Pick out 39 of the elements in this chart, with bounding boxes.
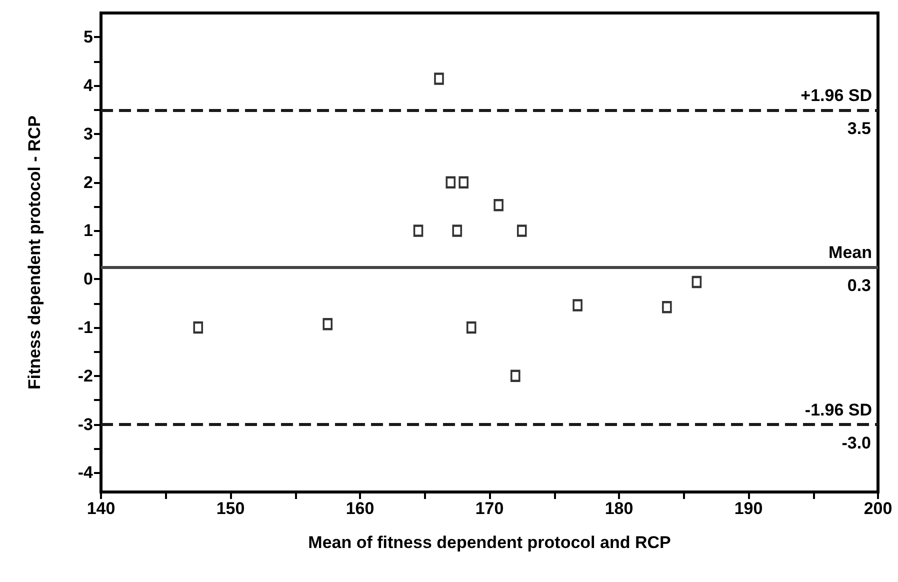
annotation: 3.5	[847, 118, 872, 138]
x-tick-label: 170	[475, 499, 504, 518]
point	[510, 370, 520, 382]
point	[413, 224, 424, 237]
x-tick-label: 180	[604, 499, 634, 518]
y-tick-label: -1	[78, 318, 93, 337]
x-axis-title: Mean of fitness dependent protocol and RCP	[308, 533, 671, 552]
annotation: -3.0	[842, 433, 872, 452]
point	[458, 176, 469, 188]
y-tick-label: -2	[78, 366, 93, 386]
point	[452, 224, 462, 237]
ref-line-label: -1.96 SD	[804, 400, 872, 420]
x-tick-label: 160	[346, 499, 374, 518]
point	[466, 321, 476, 334]
point	[434, 72, 444, 85]
point	[692, 276, 702, 288]
y-tick-label: 3	[84, 124, 93, 144]
ref-line-label: Mean	[828, 243, 872, 262]
y-tick-label: -3	[78, 414, 93, 434]
point	[446, 176, 456, 188]
point	[662, 301, 672, 314]
y-axis-title: Fitness dependent protocol - RCP	[25, 116, 44, 390]
point	[193, 321, 204, 334]
point	[494, 199, 504, 212]
y-tick-label: 4	[84, 76, 94, 96]
annotation: 0.3	[847, 276, 872, 296]
x-tick-label: 190	[734, 499, 763, 518]
y-tick-label: 2	[84, 172, 93, 192]
point	[572, 299, 583, 312]
y-tick-label: 1	[84, 221, 93, 240]
x-tick-label: 200	[864, 499, 892, 518]
x-tick-label: 150	[216, 499, 245, 518]
ref-line-label: +1.96 SD	[800, 86, 872, 105]
point	[516, 224, 527, 237]
y-tick-label: 5	[84, 28, 93, 47]
x-tick-label: 140	[86, 499, 116, 518]
point	[322, 318, 333, 330]
y-tick-label: -4	[78, 463, 94, 482]
y-tick-label: 0	[84, 270, 93, 289]
